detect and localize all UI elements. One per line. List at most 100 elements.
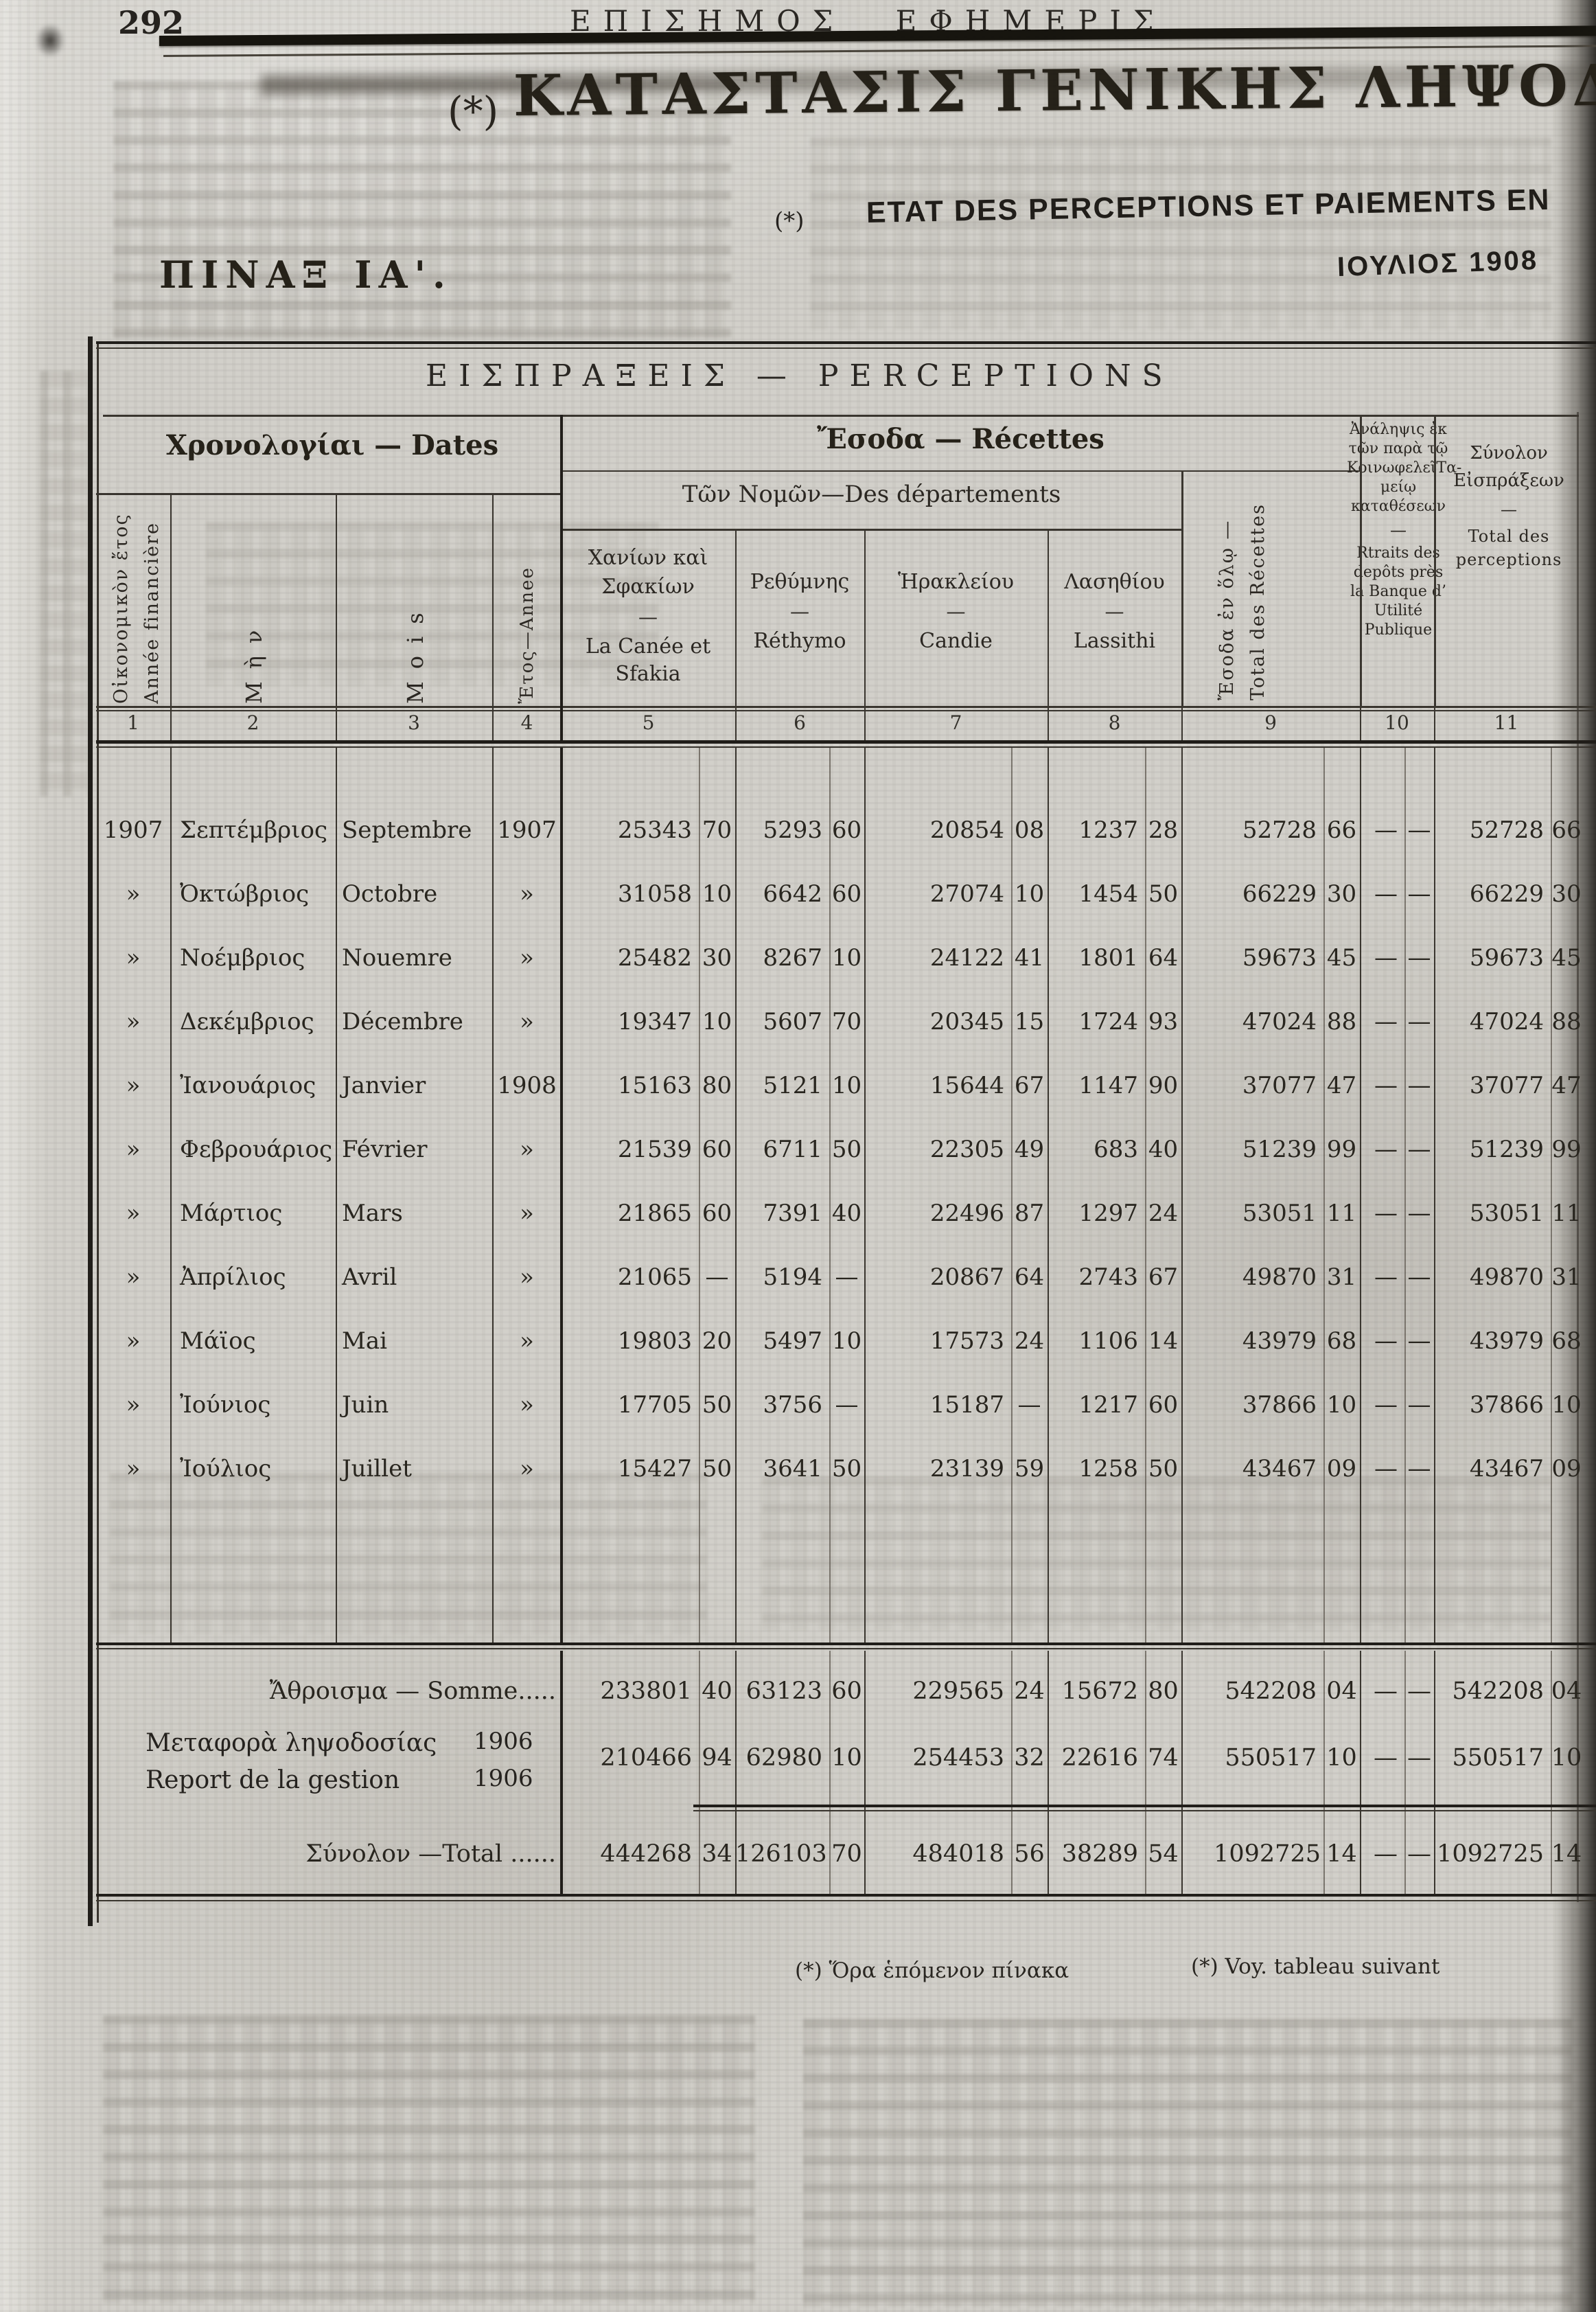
table-frame-top (96, 341, 1596, 344)
strip-line (96, 710, 1596, 711)
divider (864, 530, 866, 706)
divider (560, 706, 563, 742)
summary-row-total: Σύνολον —Total ...... 444268 34 126103 70 … (305, 1840, 1582, 1868)
divider (864, 1651, 866, 1895)
group-recettes: Ἔσοδα — Récettes (817, 423, 1105, 455)
page-subtitle-french: ETAT DES PERCEPTIONS ET PAIEMENTS EN (866, 183, 1551, 229)
column-header-chania: Χανίων καὶ Σφακίων — La Canée et Sfakia (585, 546, 711, 686)
report-year-1: 1906 (474, 1728, 533, 1755)
column-header-rethymno: Ρεθύμνης — Réthymo (750, 570, 850, 653)
column-header-retraits: Ἀνάληψις ἐκ τῶν παρὰ τῷ ΚοινωφελεῖΤα- με… (1347, 421, 1462, 639)
divider (735, 706, 737, 742)
table-row: » Ἰανουάριος Janvier 1908 15163 80 5121 10 15… (126, 1072, 1582, 1099)
recettes-underline (562, 470, 1360, 472)
divider (336, 706, 337, 742)
page-title: ΚΑΤΑΣΤΑΣΙΣ ΓΕΝΙΚΗΣ ΛΗΨΟΔΟΣΙΑΣ (513, 50, 1596, 129)
cents-divider (699, 748, 700, 1643)
divider (1048, 748, 1049, 1643)
divider (170, 748, 172, 1643)
table-row: » Φεβρουάριος Février» 21539 60 6711 50 2230… (126, 1136, 1582, 1163)
total-rule-thin (693, 1810, 1596, 1811)
book-gutter-shadow (1553, 0, 1596, 2312)
table-frame-right (1577, 412, 1579, 1902)
divider (1434, 706, 1435, 742)
bleedthrough-text (103, 2015, 755, 2304)
divider (492, 748, 494, 1643)
title-footnote-star: (*) (448, 88, 499, 135)
cents-divider (829, 748, 831, 1643)
column-number: 2 (246, 711, 259, 734)
summary-row-somme: Ἄθροισμα — Somme..... 233801 40 63123 60 2… (269, 1678, 1582, 1705)
table-frame-left-inner (97, 341, 99, 1923)
divider (492, 706, 494, 742)
cents-divider (699, 1651, 700, 1895)
cents-divider (829, 1651, 831, 1895)
subtitle-footnote-star: (*) (774, 207, 805, 235)
footnote-greek: (*) Ὅρα ἑπόμενον πίνακα (795, 1958, 1069, 1983)
table-frame-bottom-inner (96, 1900, 1596, 1901)
cents-divider (1145, 748, 1146, 1643)
table-row: » Ὀκτώβριος Octobre» 31058 10 6642 60 27074 1… (126, 880, 1582, 908)
divider (492, 493, 494, 706)
column-number: 10 (1385, 711, 1409, 734)
divider (1360, 415, 1362, 706)
divider (336, 493, 337, 706)
divider (1434, 748, 1435, 1643)
table-frame-left (88, 336, 93, 1926)
divider (864, 706, 866, 742)
divider (1181, 748, 1183, 1643)
bleedthrough-text (40, 371, 88, 797)
cents-divider (1323, 748, 1325, 1643)
cents-divider (1404, 748, 1406, 1643)
group-departements: Τῶν Νομῶν—Des départements (682, 481, 1061, 508)
divider (1181, 1651, 1183, 1895)
column-number: 8 (1108, 711, 1121, 734)
plate-label: ΠΙΝΑΞ ΙΑ'. (159, 253, 452, 297)
table-frame-top-inner (96, 347, 1596, 349)
cents-divider (1145, 1651, 1146, 1895)
cents-divider (1011, 748, 1013, 1643)
table-section-title: ΕΙΣΠΡΑΞΕΙΣ — PERCEPTIONS (426, 358, 1174, 393)
column-number: 5 (642, 711, 655, 734)
column-header-total-recettes: Ἔσοδα ἐν ὅλῳ — Total des Récettes (1216, 503, 1269, 700)
report-label-french: Report de la gestion (146, 1766, 400, 1794)
column-number: 3 (408, 711, 420, 734)
table-row: » Ἰούλιος Juillet» 15427 50 3641 50 23139 59 … (126, 1455, 1582, 1483)
table-frame-bottom (96, 1894, 1596, 1897)
column-header-fiscal-year: Οἰκονομικὸν ἔτος Année financière (111, 513, 163, 704)
divider (735, 530, 737, 706)
divider (560, 1651, 563, 1895)
divider (560, 748, 563, 1643)
cents-divider (1551, 748, 1552, 1643)
summary-rule (96, 1643, 1596, 1645)
column-number: 6 (794, 711, 806, 734)
column-header-total-perceptions: Σύνολον Εἰσπράξεων — Total des perceptio… (1453, 443, 1564, 569)
departements-underline (562, 529, 1181, 531)
divider (1048, 706, 1049, 742)
table-row: » Δεκέμβριος Décembre» 19347 10 5607 70 2034… (126, 1008, 1582, 1035)
column-header-lassithi: Λασηθίου — Lassithi (1064, 570, 1165, 653)
column-number: 7 (949, 711, 962, 734)
column-number: 1 (127, 711, 139, 734)
divider (170, 493, 172, 706)
divider (1434, 1651, 1435, 1895)
cents-divider (1551, 1651, 1552, 1895)
divider (336, 748, 337, 1643)
divider (170, 706, 172, 742)
summary-rule-thin (96, 1648, 1596, 1649)
table-row: » Ἰούνιος Juin» 17705 50 3756— 15187— 1217 6… (126, 1391, 1582, 1419)
cents-divider (1011, 1651, 1013, 1895)
divider (560, 415, 563, 706)
column-header-candie: Ἡρακλείου — Candie (897, 570, 1015, 653)
bleedthrough-text (810, 137, 1551, 330)
section-rule (103, 415, 1579, 417)
group-dates: Χρονολογίαι — Dates (165, 429, 499, 461)
column-header-year: Ἔτος—Annee (517, 566, 537, 704)
cents-divider (1323, 1651, 1325, 1895)
table-row: 1907 Σεπτέμβριος Septembre 1907 25343 70 529… (103, 816, 1582, 844)
report-year-2: 1906 (474, 1765, 533, 1792)
divider (1048, 530, 1049, 706)
table-row: » Ἀπρίλιος Avril» 21065— 5194— 20867 64 274… (126, 1263, 1582, 1291)
divider (864, 748, 866, 1643)
